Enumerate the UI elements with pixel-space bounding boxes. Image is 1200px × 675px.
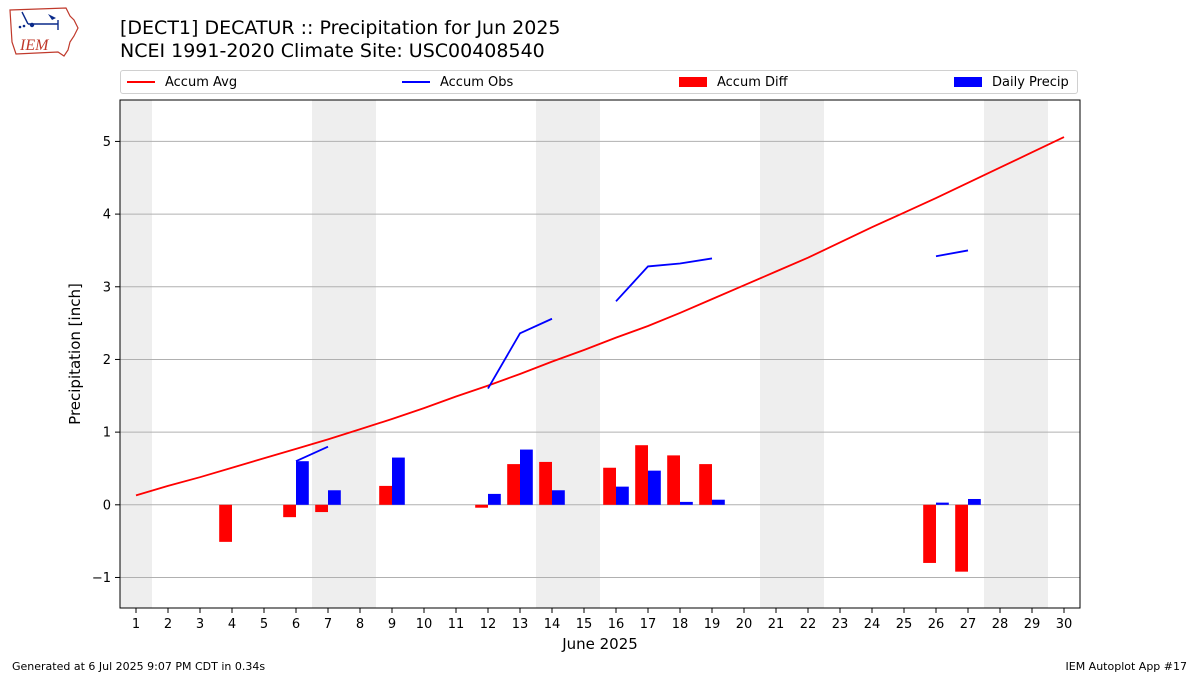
y-tick-label: 4 <box>103 208 111 223</box>
accum-obs-line-segment-3 <box>615 257 713 302</box>
x-tick-label: 28 <box>992 617 1009 632</box>
x-tick-label: 6 <box>292 617 300 632</box>
accum-obs-line-segment-1 <box>295 445 329 463</box>
accum-diff-bar-day-7 <box>315 504 328 513</box>
x-tick-label: 10 <box>416 617 433 632</box>
accum-obs-line-segment-2 <box>487 317 553 389</box>
weekend-band-7 <box>312 100 344 608</box>
legend-swatch-accum-diff <box>679 77 707 87</box>
legend-item-daily-precip: Daily Precip <box>954 71 1069 93</box>
y-tick-label: 3 <box>103 280 111 295</box>
x-tick-label: 12 <box>480 617 497 632</box>
x-tick-label: 7 <box>324 617 332 632</box>
accum-diff-bar-day-14 <box>539 461 552 505</box>
daily-precip-bar-day-14 <box>552 490 565 505</box>
x-tick-label: 27 <box>960 617 977 632</box>
x-tick-label: 14 <box>544 617 561 632</box>
weekend-band-28 <box>984 100 1016 608</box>
y-axis-label: Precipitation [inch] <box>66 283 84 425</box>
weekend-band-8 <box>344 100 376 608</box>
weekend-band-29 <box>1016 100 1048 608</box>
x-tick-label: 1 <box>132 617 140 632</box>
accum-diff-bar-day-27 <box>955 504 968 572</box>
legend-label-accum-diff: Accum Diff <box>717 74 788 90</box>
daily-precip-bar-day-19 <box>712 499 725 505</box>
legend-item-accum-diff: Accum Diff <box>679 71 788 93</box>
accum-diff-bar-day-4 <box>219 504 232 542</box>
legend-item-accum-obs: Accum Obs <box>402 71 513 93</box>
weekend-band-22 <box>792 100 824 608</box>
accum-diff-bar-day-16 <box>603 467 616 505</box>
accum-diff-bar-day-12 <box>475 504 488 508</box>
legend-label-accum-obs: Accum Obs <box>440 74 514 90</box>
chart-subtitle: NCEI 1991-2020 Climate Site: USC00408540 <box>120 40 545 62</box>
legend-item-accum-avg: Accum Avg <box>127 71 237 93</box>
legend-swatch-accum-obs <box>402 81 430 83</box>
x-tick-label: 19 <box>704 617 721 632</box>
iem-logo: IEM <box>9 7 79 57</box>
weekend-band-1 <box>120 100 152 608</box>
logo-text: IEM <box>19 37 50 54</box>
accum-diff-bar-day-17 <box>635 445 648 505</box>
x-tick-label: 13 <box>512 617 529 632</box>
x-tick-label: 25 <box>896 617 913 632</box>
daily-precip-bar-day-27 <box>968 498 981 505</box>
daily-precip-bar-day-6 <box>296 461 309 505</box>
daily-precip-bar-day-18 <box>680 501 693 505</box>
x-tick-label: 30 <box>1056 617 1073 632</box>
x-tick-label: 5 <box>260 617 268 632</box>
x-tick-label: 29 <box>1024 617 1041 632</box>
accum-diff-bar-day-26 <box>923 504 936 563</box>
accum-diff-bar-day-18 <box>667 455 680 505</box>
daily-precip-bar-day-16 <box>616 486 629 505</box>
weekend-band-14 <box>536 100 568 608</box>
y-tick-label: 1 <box>103 426 111 441</box>
accum-diff-bar-day-6 <box>283 504 296 518</box>
x-tick-label: 2 <box>164 617 172 632</box>
accum-diff-bar-day-13 <box>507 464 520 505</box>
daily-precip-bar-day-7 <box>328 490 341 505</box>
x-tick-label: 4 <box>228 617 236 632</box>
x-tick-label: 3 <box>196 617 204 632</box>
daily-precip-bar-day-9 <box>392 457 405 505</box>
x-tick-label: 20 <box>736 617 753 632</box>
x-tick-label: 8 <box>356 617 364 632</box>
weekend-band-21 <box>760 100 792 608</box>
legend-label-daily-precip: Daily Precip <box>992 74 1069 90</box>
accum-diff-bar-day-9 <box>379 485 392 505</box>
plot-frame <box>119 99 1081 609</box>
x-tick-label: 22 <box>800 617 817 632</box>
x-tick-label: 9 <box>388 617 396 632</box>
chart-title: [DECT1] DECATUR :: Precipitation for Jun… <box>120 17 561 39</box>
daily-precip-bar-day-13 <box>520 449 533 505</box>
legend-swatch-accum-avg <box>127 81 155 83</box>
daily-precip-bar-day-12 <box>488 493 501 505</box>
x-tick-label: 24 <box>864 617 881 632</box>
y-tick-label: 0 <box>103 498 111 513</box>
footer-app: IEM Autoplot App #17 <box>1065 660 1188 673</box>
x-tick-label: 26 <box>928 617 945 632</box>
x-tick-label: 18 <box>672 617 689 632</box>
accum-obs-line-segment-4 <box>935 249 969 258</box>
x-tick-label: 15 <box>576 617 593 632</box>
legend-swatch-daily-precip <box>954 77 982 87</box>
x-tick-label: 16 <box>608 617 625 632</box>
daily-precip-bar-day-17 <box>648 470 661 505</box>
weekend-band-15 <box>568 100 600 608</box>
legend-label-accum-avg: Accum Avg <box>165 74 238 90</box>
x-tick-label: 23 <box>832 617 849 632</box>
accum-avg-line <box>135 136 1065 497</box>
y-tick-label: 2 <box>103 353 111 368</box>
footer-generated: Generated at 6 Jul 2025 9:07 PM CDT in 0… <box>12 660 266 673</box>
x-tick-label: 11 <box>448 617 465 632</box>
x-axis-label: June 2025 <box>561 635 638 653</box>
legend: Accum Avg Accum Obs Accum Diff Daily Pre… <box>120 70 1078 94</box>
x-tick-label: 17 <box>640 617 657 632</box>
accum-diff-bar-day-19 <box>699 464 712 505</box>
y-tick-label: 5 <box>103 135 111 150</box>
daily-precip-bar-day-26 <box>936 502 949 505</box>
y-tick-label: −1 <box>92 571 111 586</box>
x-tick-label: 21 <box>768 617 785 632</box>
